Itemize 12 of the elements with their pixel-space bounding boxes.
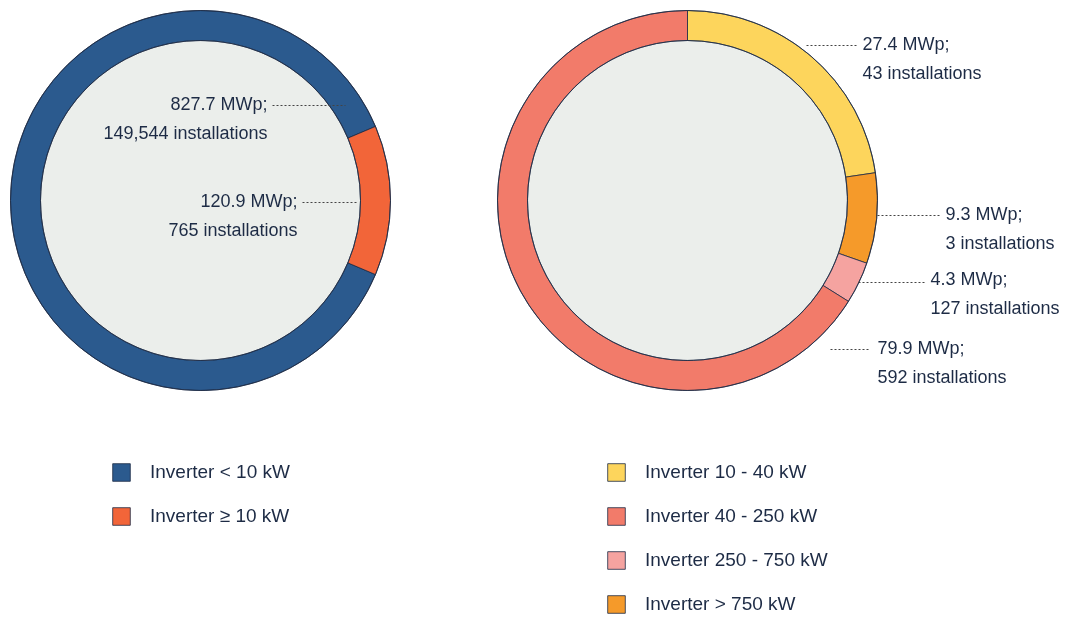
data-label: 9.3 MWp; 3 installations	[945, 204, 1055, 253]
legend-label: Inverter < 10 kW	[150, 461, 290, 483]
legend-label: Inverter 10 - 40 kW	[645, 461, 807, 483]
legend-label: Inverter 250 - 750 kW	[645, 549, 828, 571]
legend-label: Inverter ≥ 10 kW	[150, 505, 290, 527]
data-label: 827.7 MWp; 149,544 installations	[103, 94, 268, 143]
legend-label: Inverter 40 - 250 kW	[645, 505, 818, 527]
data-label: 27.4 MWp; 43 installations	[862, 34, 982, 83]
data-label: 4.3 MWp; 127 installations	[930, 269, 1060, 318]
data-label: 120.9 MWp; 765 installations	[168, 191, 298, 240]
data-label: 79.9 MWp; 592 installations	[877, 338, 1007, 387]
legend-label: Inverter > 750 kW	[645, 593, 796, 615]
